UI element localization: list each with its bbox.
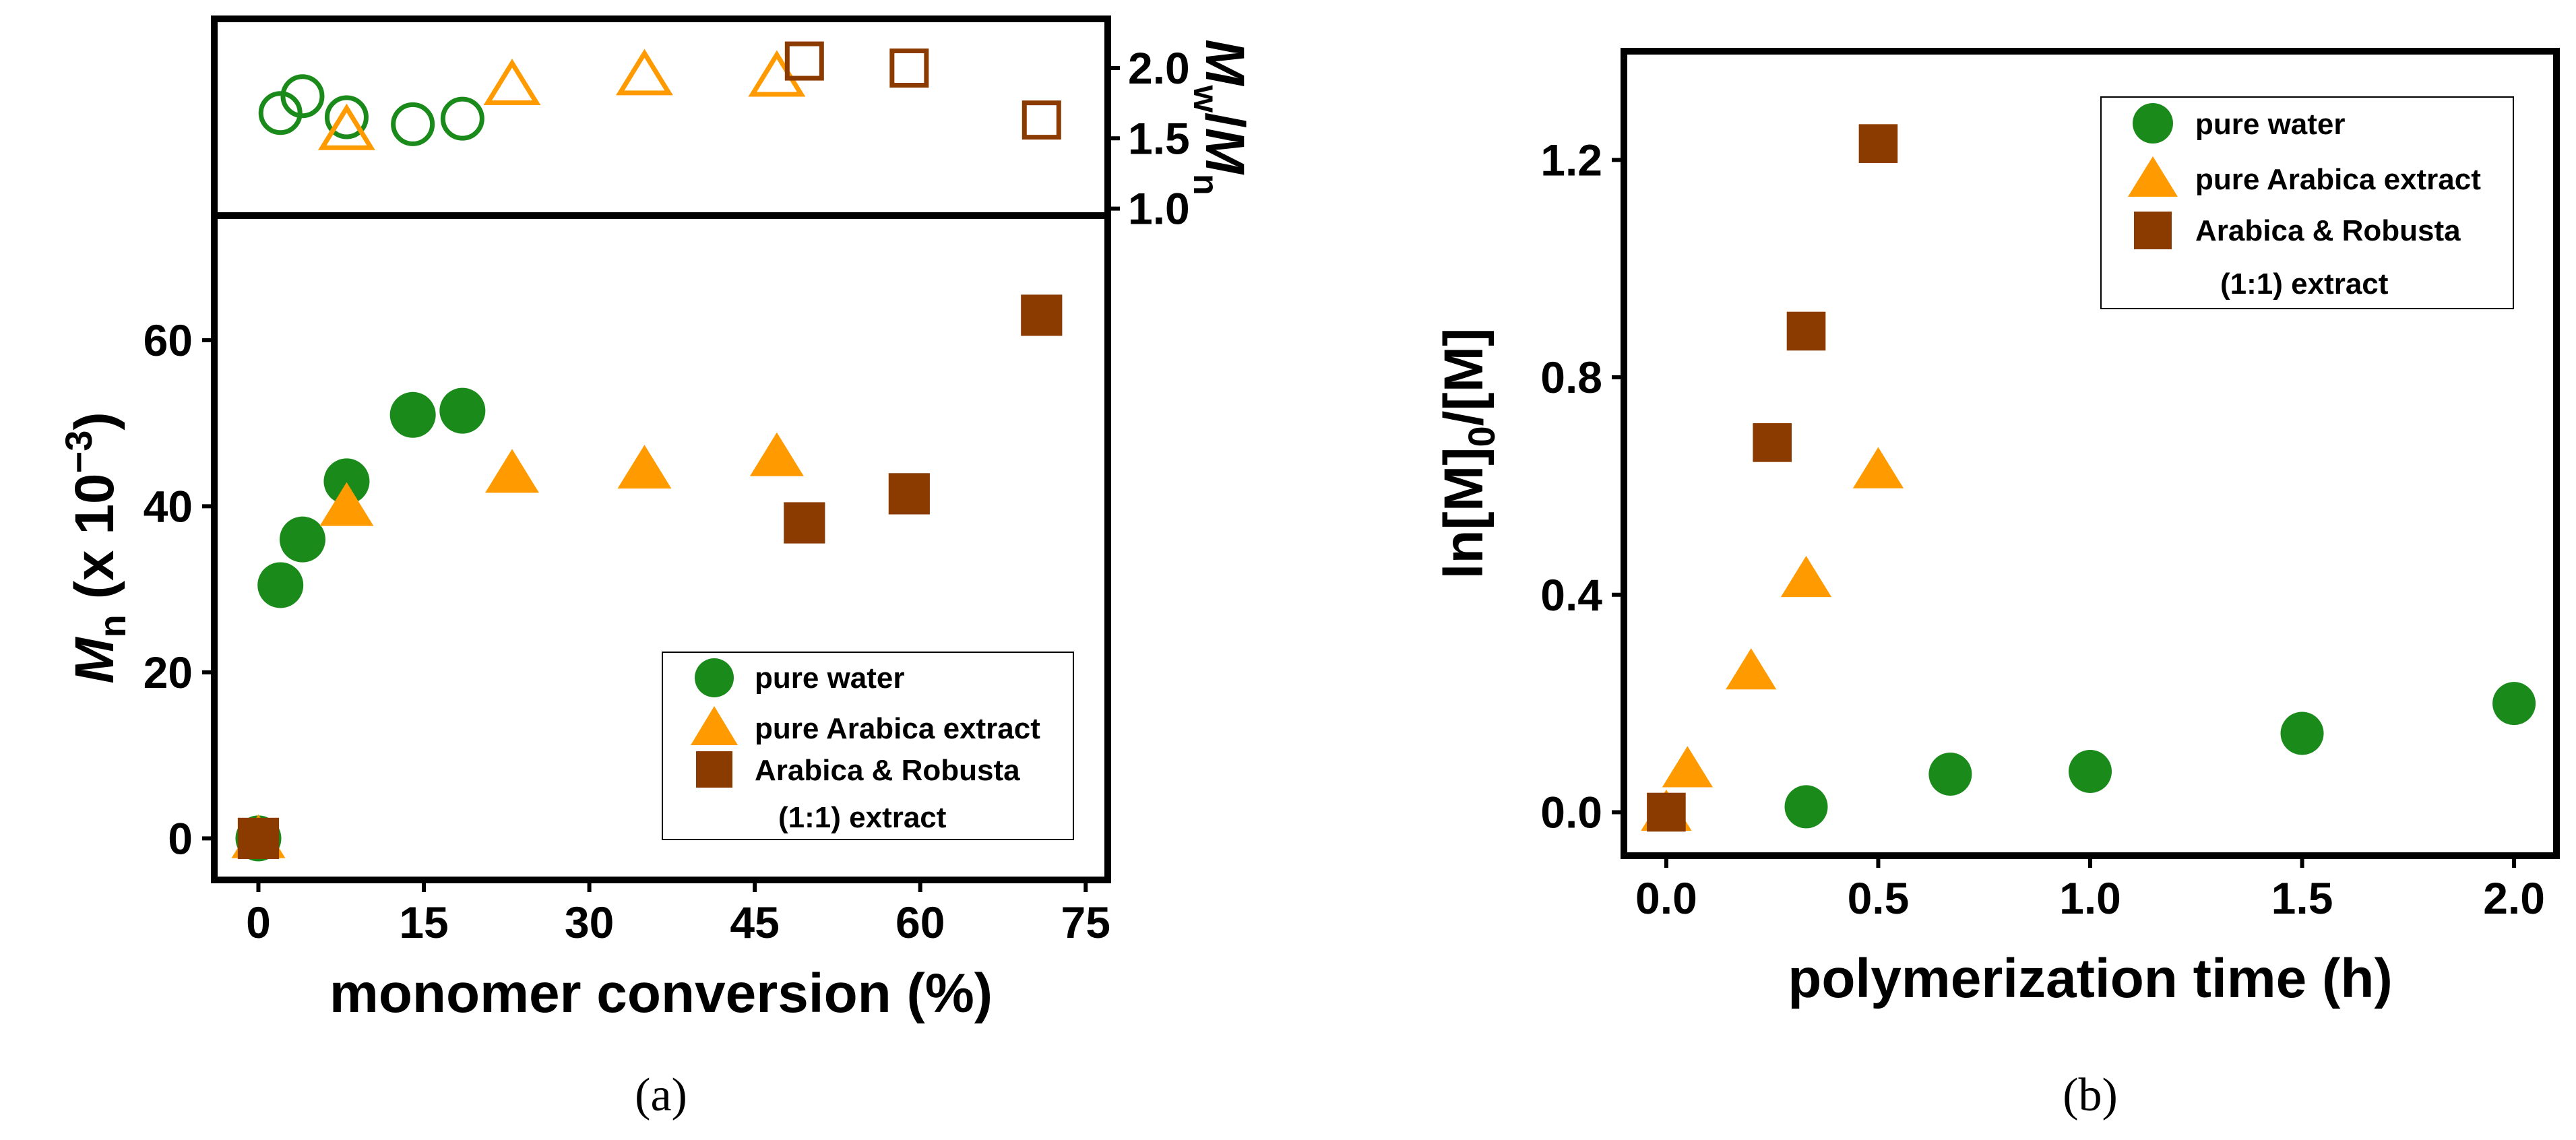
panel-a-bottom-frame bbox=[211, 212, 1111, 883]
panel-a-caption: (a) bbox=[635, 1069, 687, 1121]
ytick-label: 0.4 bbox=[1540, 570, 1602, 620]
legend-b-orange-triangle bbox=[2128, 156, 2178, 197]
data-point-green-circle bbox=[439, 387, 486, 434]
panel-a-bottom-markers bbox=[231, 294, 1063, 862]
legend-a-label-mix-ratio: (1:1) extract bbox=[778, 801, 947, 834]
data-point-green-circle bbox=[257, 562, 304, 608]
legend-a-green-circle bbox=[695, 658, 734, 697]
data-point-green-circle bbox=[324, 95, 369, 139]
data-point-brown-square bbox=[1858, 124, 1898, 163]
ytick-label: 1.0 bbox=[1128, 184, 1190, 234]
panel-b-ylabel: ln[M]0/[M] bbox=[1433, 328, 1503, 579]
ytick-label: 2.0 bbox=[1128, 43, 1190, 93]
ytick-label: 0.0 bbox=[1540, 787, 1602, 837]
data-point-orange-triangle bbox=[485, 449, 539, 493]
xtick-label: 0.0 bbox=[1635, 873, 1697, 923]
xtick-label: 1.5 bbox=[2271, 873, 2333, 923]
panel-b-yticks: 0.0 0.4 0.8 1.2 bbox=[1540, 135, 1624, 837]
xtick-label: 1.0 bbox=[2059, 873, 2121, 923]
data-point-brown-square bbox=[1786, 311, 1826, 351]
panel-b-xlabel: polymerization time (h) bbox=[1788, 948, 2393, 1009]
xtick-label: 75 bbox=[1061, 897, 1110, 947]
data-point-orange-triangle bbox=[1662, 746, 1713, 788]
data-point-green-circle bbox=[440, 96, 484, 141]
data-point-green-circle bbox=[323, 458, 370, 505]
panel-b-caption: (b) bbox=[2063, 1069, 2118, 1121]
legend-b-label-mix-ratio: (1:1) extract bbox=[2220, 267, 2389, 300]
panel-b-xticks: 0.0 0.5 1.0 1.5 2.0 bbox=[1635, 856, 2545, 923]
data-point-orange-triangle bbox=[319, 482, 374, 526]
data-point-brown-square bbox=[1753, 423, 1792, 462]
data-point-green-circle bbox=[280, 74, 325, 119]
data-point-green-circle bbox=[389, 391, 436, 438]
ytick-label: 40 bbox=[144, 481, 193, 531]
ytick-label: 0 bbox=[168, 813, 193, 863]
data-point-orange-triangle bbox=[1726, 648, 1777, 690]
data-point-green-circle bbox=[2069, 749, 2112, 793]
legend-a-label-arabica: pure Arabica extract bbox=[755, 712, 1040, 745]
legend-a-label-mix: Arabica & Robusta bbox=[755, 754, 1020, 787]
data-point-brown-square bbox=[784, 502, 825, 544]
data-point-green-circle bbox=[2280, 711, 2324, 755]
panel-a-bottom-plot: 0 15 30 45 60 75 0 20 40 60 monomer conversion (… bbox=[57, 212, 1111, 1121]
panel-b-plot: 0.0 0.5 1.0 1.5 2.0 0.0 0.4 0.8 1.2 polymerizat… bbox=[1433, 48, 2560, 1121]
panel-a-bottom-xticks: 0 15 30 45 60 75 bbox=[246, 880, 1110, 947]
panel-a-top-yticks: 1.0 1.5 2.0 bbox=[1108, 43, 1190, 234]
data-point-orange-triangle bbox=[749, 432, 804, 476]
legend-b-green-circle bbox=[2133, 103, 2173, 144]
xtick-label: 0.5 bbox=[1848, 873, 1910, 923]
data-point-green-circle bbox=[258, 91, 303, 135]
data-point-green-circle bbox=[1928, 752, 1972, 796]
panel-a-top-markers bbox=[258, 41, 1061, 150]
data-point-green-circle bbox=[1784, 785, 1828, 829]
data-point-brown-square bbox=[889, 49, 929, 88]
panel-a-top-ylabel: Mw/Mn bbox=[1186, 39, 1255, 195]
data-point-orange-triangle bbox=[483, 59, 541, 106]
legend-b-label-arabica: pure Arabica extract bbox=[2195, 163, 2481, 196]
data-point-brown-square bbox=[1022, 100, 1061, 140]
legend-a-orange-triangle bbox=[691, 706, 738, 745]
data-point-brown-square bbox=[784, 41, 824, 81]
data-point-orange-triangle bbox=[1780, 555, 1832, 598]
data-point-brown-square bbox=[237, 817, 280, 859]
legend-b-label-pure-water: pure water bbox=[2195, 108, 2346, 141]
panel-b-legend: pure water pure Arabica extract Arabica … bbox=[2100, 96, 2514, 309]
panel-a-xlabel: monomer conversion (%) bbox=[329, 963, 993, 1024]
ytick-label: 1.5 bbox=[1128, 113, 1190, 163]
ytick-label: 1.2 bbox=[1540, 135, 1602, 185]
data-point-brown-square bbox=[1647, 792, 1686, 832]
ytick-label: 60 bbox=[144, 315, 193, 365]
legend-a-brown-square bbox=[696, 751, 732, 788]
panel-a-bottom-yticks: 0 20 40 60 bbox=[144, 315, 214, 863]
panel-a-legend: pure water pure Arabica extract Arabica … bbox=[662, 652, 1074, 840]
xtick-label: 45 bbox=[730, 897, 779, 947]
panel-a-bottom-ylabel: Mn (x 10−3) bbox=[57, 412, 133, 683]
legend-b-label-mix: Arabica & Robusta bbox=[2195, 214, 2461, 247]
data-point-green-circle bbox=[279, 516, 325, 563]
data-point-green-circle bbox=[2492, 682, 2536, 726]
data-point-green-circle bbox=[391, 102, 435, 146]
data-point-orange-triangle bbox=[617, 445, 672, 489]
data-point-orange-triangle bbox=[748, 50, 806, 97]
legend-b-brown-square bbox=[2134, 212, 2172, 249]
data-point-orange-triangle bbox=[318, 103, 375, 150]
xtick-label: 0 bbox=[246, 897, 271, 947]
panel-b-markers bbox=[1641, 124, 2536, 832]
legend-a-label-pure-water: pure water bbox=[755, 662, 905, 695]
panel-a-top-plot: 1.0 1.5 2.0 Mw/Mn bbox=[211, 15, 1255, 234]
ytick-label: 0.8 bbox=[1540, 352, 1602, 402]
ytick-label: 20 bbox=[144, 647, 193, 697]
panel-a-top-frame bbox=[211, 15, 1111, 219]
data-point-brown-square bbox=[888, 473, 930, 515]
data-point-orange-triangle bbox=[616, 49, 673, 96]
data-point-orange-triangle bbox=[1852, 447, 1904, 488]
xtick-label: 15 bbox=[399, 897, 448, 947]
xtick-label: 2.0 bbox=[2483, 873, 2545, 923]
xtick-label: 30 bbox=[565, 897, 614, 947]
xtick-label: 60 bbox=[896, 897, 945, 947]
data-point-brown-square bbox=[1021, 294, 1063, 336]
